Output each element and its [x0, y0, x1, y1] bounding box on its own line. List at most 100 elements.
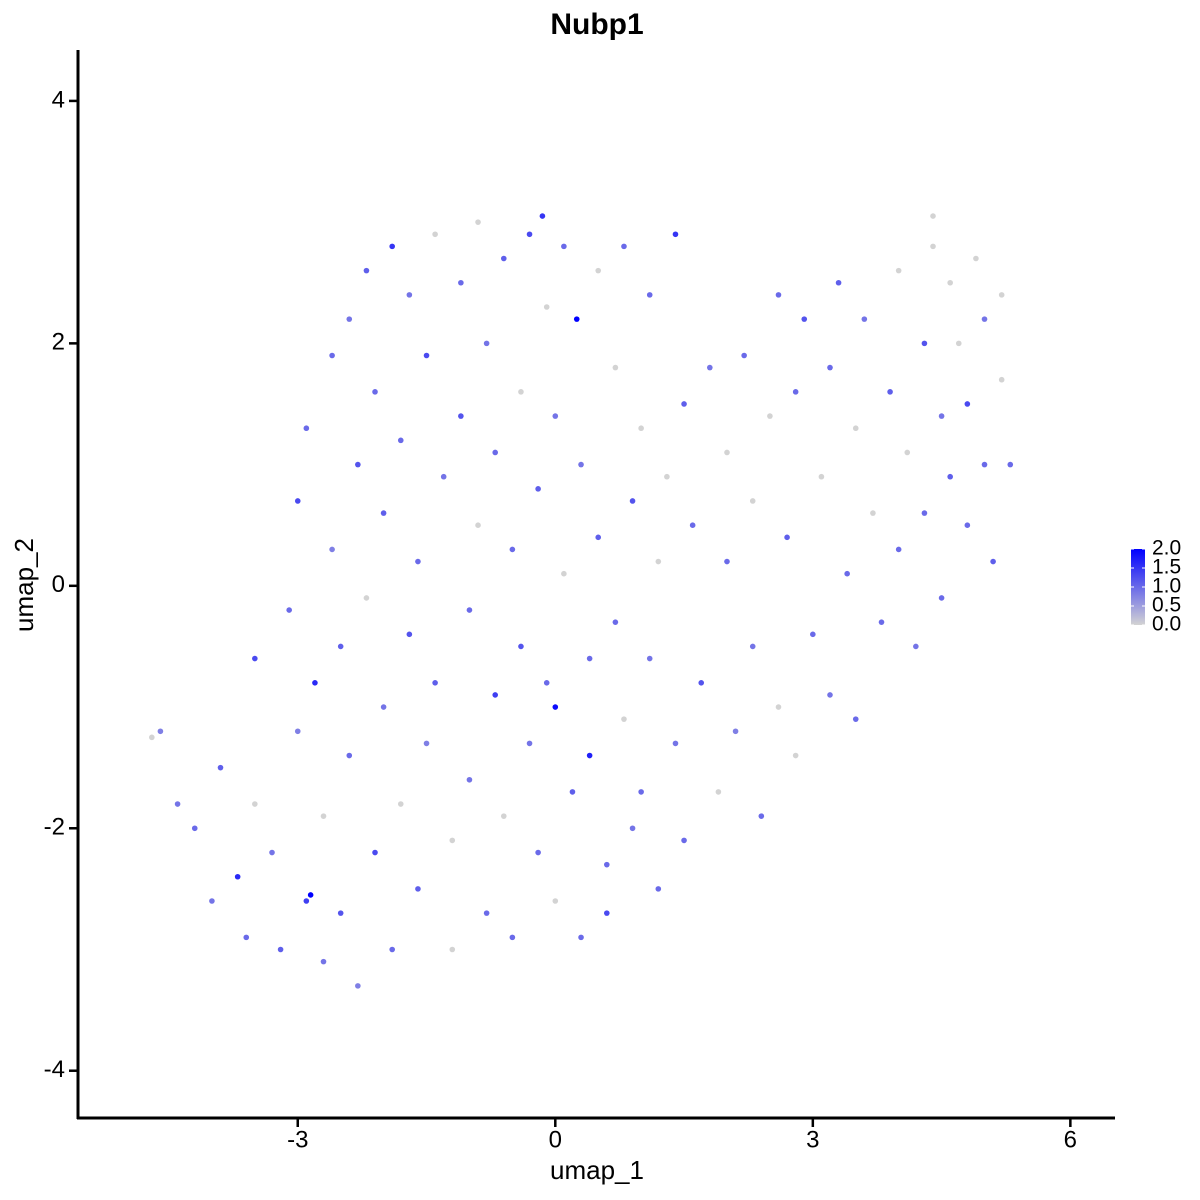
- point: [518, 389, 524, 395]
- point: [149, 734, 155, 741]
- point: [758, 813, 765, 819]
- colorbar-label: 0.0: [1152, 613, 1181, 636]
- point: [895, 546, 902, 553]
- point: [573, 316, 580, 322]
- point: [835, 279, 842, 286]
- point: [629, 825, 636, 832]
- point: [252, 655, 258, 662]
- point: [655, 886, 662, 892]
- point: [543, 679, 550, 686]
- point: [698, 679, 705, 686]
- point: [509, 934, 516, 941]
- point: [234, 873, 241, 880]
- point: [500, 255, 507, 262]
- point: [458, 279, 464, 286]
- point: [827, 692, 833, 698]
- colorbar-label: 0.5: [1152, 594, 1181, 617]
- point: [372, 849, 378, 856]
- point: [191, 825, 198, 832]
- point: [458, 413, 464, 419]
- point: [707, 364, 713, 371]
- point: [380, 510, 387, 516]
- point: [561, 243, 567, 250]
- point: [466, 607, 473, 613]
- point: [1007, 461, 1014, 468]
- point: [904, 449, 911, 456]
- point: [887, 389, 893, 395]
- colorbar-label: 2.0: [1152, 537, 1181, 560]
- point: [921, 510, 928, 516]
- point: [329, 352, 335, 359]
- point: [792, 389, 799, 395]
- point: [792, 752, 799, 759]
- point: [415, 886, 421, 892]
- point: [346, 316, 353, 322]
- point: [938, 595, 945, 601]
- point: [638, 789, 644, 795]
- point: [312, 679, 318, 686]
- point: [483, 910, 490, 916]
- point: [947, 473, 953, 480]
- point: [535, 486, 541, 492]
- point: [475, 219, 481, 225]
- point: [930, 213, 936, 219]
- point: [561, 570, 567, 577]
- point: [380, 704, 387, 710]
- point: [217, 764, 224, 771]
- point: [998, 292, 1005, 298]
- point: [604, 861, 610, 868]
- point: [552, 704, 559, 710]
- point: [801, 316, 808, 322]
- point: [526, 231, 533, 238]
- point: [355, 983, 361, 989]
- point: [432, 231, 438, 238]
- point: [629, 498, 636, 504]
- point: [526, 740, 533, 747]
- point: [303, 898, 310, 904]
- point: [578, 934, 584, 941]
- point: [209, 898, 215, 904]
- point: [870, 510, 876, 516]
- point: [681, 401, 687, 407]
- point: [294, 498, 301, 504]
- point: [389, 243, 395, 250]
- point: [320, 813, 327, 819]
- point: [646, 292, 653, 298]
- point: [294, 728, 301, 735]
- point: [277, 946, 284, 953]
- point: [372, 389, 378, 395]
- x-axis-title: umap_1: [550, 1155, 644, 1185]
- point: [586, 752, 593, 759]
- point: [681, 837, 687, 844]
- point: [329, 546, 335, 553]
- point: [784, 534, 790, 541]
- y-tick-label: -4: [44, 1056, 65, 1083]
- y-tick-label: 4: [52, 86, 65, 113]
- colorbar: [1131, 549, 1145, 625]
- point: [509, 546, 516, 553]
- point: [895, 267, 902, 274]
- point: [724, 558, 730, 565]
- x-tick-label: -3: [287, 1126, 308, 1153]
- point: [964, 401, 971, 407]
- point: [397, 801, 404, 807]
- point: [243, 934, 250, 941]
- point: [930, 243, 936, 250]
- point: [320, 958, 327, 965]
- point: [483, 340, 490, 347]
- point: [406, 631, 413, 638]
- point: [672, 740, 679, 747]
- point: [543, 304, 550, 310]
- point: [655, 558, 662, 565]
- point: [466, 776, 473, 783]
- point: [852, 716, 859, 722]
- point: [844, 570, 850, 577]
- point: [432, 679, 438, 686]
- point: [749, 643, 756, 650]
- point: [389, 946, 395, 953]
- point: [990, 558, 996, 565]
- point: [861, 316, 868, 322]
- point: [604, 910, 610, 916]
- point: [586, 655, 593, 662]
